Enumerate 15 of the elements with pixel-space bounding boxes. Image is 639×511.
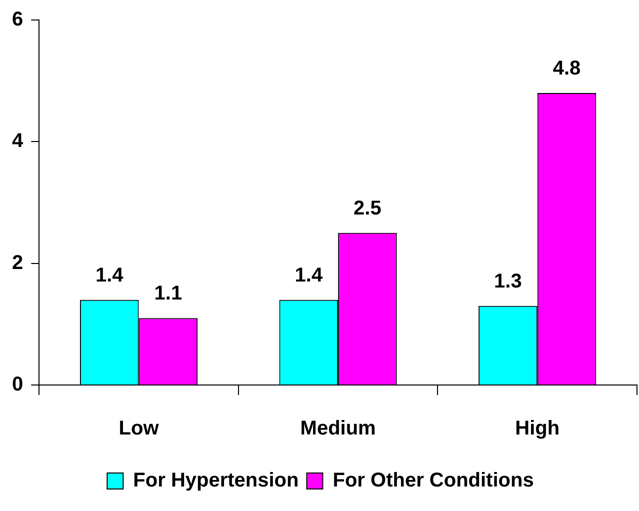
data-label: 1.4 xyxy=(95,264,124,286)
legend-label: For Other Conditions xyxy=(332,470,534,492)
data-label: 2.5 xyxy=(354,197,382,220)
data-label: 1.3 xyxy=(494,270,522,292)
data-label: 1.1 xyxy=(154,282,182,305)
data-label: 4.8 xyxy=(552,58,581,80)
x-tick-label: High xyxy=(515,418,560,440)
y-tick-label: 0 xyxy=(12,374,24,396)
y-tick-label: 6 xyxy=(12,8,24,31)
y-tick-label: 4 xyxy=(12,130,24,152)
x-tick-label: Medium xyxy=(300,418,376,440)
data-label: 1.4 xyxy=(294,264,324,286)
y-tick-label: 2 xyxy=(12,252,24,274)
legend-label: For Hypertension xyxy=(133,470,299,492)
x-tick-label: Low xyxy=(118,418,160,440)
